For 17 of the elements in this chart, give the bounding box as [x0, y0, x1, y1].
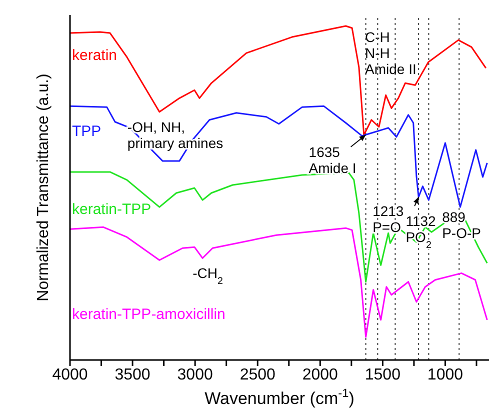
x-tick-label: 3500 — [114, 366, 150, 384]
text: keratin-TPP-amoxicillin — [72, 306, 226, 324]
x-tick-label: 2500 — [240, 366, 276, 384]
x-tick-label: 3000 — [177, 366, 213, 384]
annotation: 1635 Amide I — [308, 144, 356, 176]
series-label: TPP — [72, 123, 102, 140]
annotation: C-H N-H Amide II — [365, 29, 416, 77]
series-label: keratin-TPP — [72, 200, 152, 218]
x-tick-label: 1000 — [427, 366, 464, 384]
annotation: 1213 P=O — [372, 203, 404, 236]
x-tick-label: 4000 — [52, 366, 88, 384]
x-tick-label: 1500 — [364, 366, 401, 384]
x-tick-label: 2000 — [302, 366, 338, 384]
x-axis-title: Wavenumber (cm$^{-1}$) — [204, 386, 354, 408]
y-axis-title: Normalized Transmittance (a.u.) — [35, 74, 52, 302]
annotation: -CH$_{2}$ — [192, 265, 223, 287]
series-label: keratin — [72, 47, 118, 64]
